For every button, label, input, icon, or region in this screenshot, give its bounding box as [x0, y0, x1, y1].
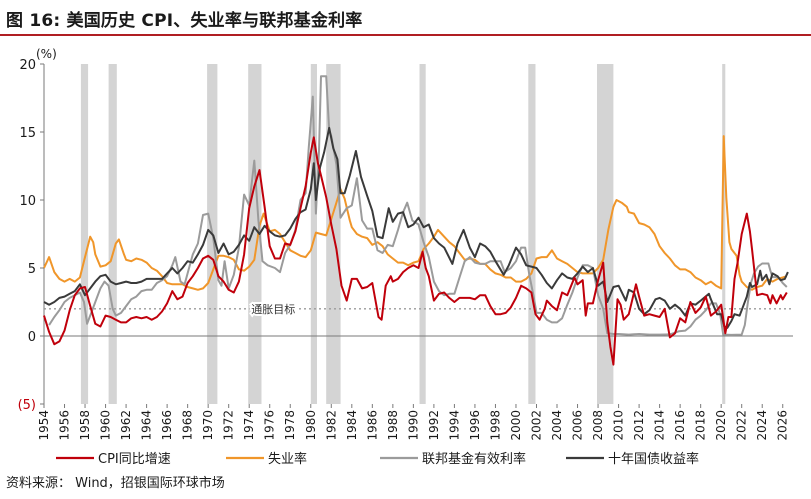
x-tick-label: 1984 — [345, 410, 359, 441]
y-tick-label: 10 — [19, 194, 36, 209]
y-axis-unit-label: (%) — [36, 47, 57, 61]
x-tick-label: 1996 — [468, 410, 482, 441]
inflation-target-label: 通胀目标 — [251, 302, 295, 316]
x-tick-label: 1962 — [119, 410, 133, 441]
x-tick-label: 1972 — [222, 410, 236, 441]
recession-band — [528, 64, 536, 404]
x-tick-label: 2010 — [612, 410, 626, 441]
x-tick-label: 1968 — [181, 410, 195, 441]
x-tick-label: 1974 — [242, 410, 256, 441]
x-tick-label: 2012 — [632, 410, 646, 441]
y-tick-label: 20 — [19, 58, 36, 73]
recession-band — [722, 64, 726, 404]
x-tick-label: 2014 — [653, 410, 667, 441]
series-line-treasury-10y — [43, 126, 789, 329]
x-tick-label: 1956 — [58, 410, 72, 441]
x-tick-label: 1954 — [37, 410, 51, 441]
legend: CPI同比增速 失业率 联邦基金有效利率 十年国债收益率 — [56, 451, 699, 467]
x-tick-label: 2002 — [529, 410, 543, 441]
x-tick-label: 1988 — [386, 410, 400, 441]
x-tick-label: 2018 — [694, 410, 708, 441]
x-tick-label: 1976 — [263, 410, 277, 441]
recession-band — [80, 64, 89, 404]
series-line-fed-funds — [48, 75, 788, 336]
series-lines — [43, 75, 789, 366]
x-tick-label: 2026 — [776, 410, 790, 441]
y-axis-ticks: 20 15 10 5 0 (5) — [18, 58, 44, 413]
x-axis-ticks: 1954 1956 1958 1960 1962 1964 1966 1968 1970 1972… — [37, 404, 790, 441]
x-tick-label: 1990 — [406, 410, 420, 441]
x-tick-label: 2000 — [509, 410, 523, 441]
x-tick-label: 1966 — [160, 410, 174, 441]
x-tick-label: 2006 — [571, 410, 585, 441]
y-tick-label: 0 — [28, 330, 36, 345]
x-tick-label: 1970 — [201, 410, 215, 441]
recession-band — [597, 64, 614, 404]
recession-band — [108, 64, 117, 404]
x-tick-label: 2022 — [735, 410, 749, 441]
x-tick-label: 2008 — [591, 410, 605, 441]
y-tick-label: (5) — [18, 398, 36, 413]
recession-band — [310, 64, 317, 404]
legend-label-unemployment: 失业率 — [268, 451, 307, 467]
source-note: 资料来源： Wind，招银国际环球市场 — [6, 476, 225, 491]
title-rule — [0, 34, 811, 36]
x-tick-label: 2020 — [714, 410, 728, 441]
y-tick-label: 15 — [19, 126, 36, 141]
x-tick-label: 2016 — [673, 410, 687, 441]
x-tick-label: 1986 — [365, 410, 379, 441]
y-tick-label: 5 — [28, 262, 36, 277]
x-tick-label: 1982 — [324, 410, 338, 441]
x-tick-label: 1964 — [140, 410, 154, 441]
x-tick-label: 1958 — [78, 410, 92, 441]
legend-label-fed-funds: 联邦基金有效利率 — [422, 451, 526, 467]
series-line-cpi — [43, 136, 788, 366]
recession-bands — [80, 64, 726, 404]
x-tick-label: 1980 — [304, 410, 318, 441]
legend-label-cpi: CPI同比增速 — [98, 452, 171, 467]
recession-band — [248, 64, 262, 404]
x-tick-label: 1960 — [99, 410, 113, 441]
x-tick-label: 1994 — [447, 410, 461, 441]
line-chart: 通胀目标 20 15 10 5 0 (5) 1954 1956 1958 1960 1962 196… — [18, 47, 793, 467]
recession-band — [419, 64, 426, 404]
figure-title: 图 16: 美国历史 CPI、失业率与联邦基金利率 — [6, 11, 363, 31]
x-tick-label: 2004 — [550, 410, 564, 441]
x-tick-label: 1998 — [488, 410, 502, 441]
legend-label-treasury-10y: 十年国债收益率 — [608, 451, 699, 467]
x-tick-label: 1992 — [427, 410, 441, 441]
x-tick-label: 2024 — [755, 410, 769, 441]
x-tick-label: 1978 — [283, 410, 297, 441]
